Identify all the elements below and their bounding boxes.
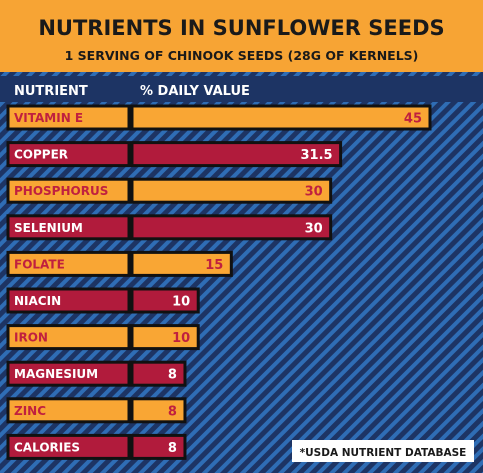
value-label-niacin: 10 xyxy=(172,295,190,310)
bar-selenium xyxy=(130,214,333,241)
value-label-magnesium: 8 xyxy=(168,368,177,383)
category-tag-copper xyxy=(6,141,131,168)
source-note-box xyxy=(292,440,474,462)
category-label-iron: IRON xyxy=(14,331,48,345)
bars-layer: VITAMIN E 45 COPPER 31.5 PHOSPHORUS 30 SELENIU… xyxy=(6,104,432,460)
column-header-band xyxy=(0,76,483,102)
bar-magnesium xyxy=(130,360,187,387)
value-label-selenium: 30 xyxy=(305,221,323,236)
category-label-zinc: ZINC xyxy=(14,404,46,418)
category-tag-niacin xyxy=(6,287,131,314)
column-header-nutrient: NUTRIENT xyxy=(14,84,88,99)
bar-folate xyxy=(130,250,233,277)
bar-copper xyxy=(130,141,343,168)
value-label-copper: 31.5 xyxy=(301,148,333,163)
bar-calories xyxy=(130,433,187,460)
category-label-folate: FOLATE xyxy=(14,257,65,271)
category-tag-vitamin-e xyxy=(6,104,131,131)
category-tag-iron xyxy=(6,324,131,351)
category-label-selenium: SELENIUM xyxy=(14,221,83,235)
bar-vitamin-e xyxy=(130,104,432,131)
column-header-daily-value: % DAILY VALUE xyxy=(140,84,250,99)
category-tag-magnesium xyxy=(6,360,131,387)
header-band xyxy=(0,0,483,72)
bar-niacin xyxy=(130,287,200,314)
category-tag-calories xyxy=(6,433,131,460)
category-label-copper: COPPER xyxy=(14,148,68,162)
category-label-vitamin-e: VITAMIN E xyxy=(14,111,83,125)
category-tag-zinc xyxy=(6,397,131,424)
value-label-vitamin-e: 45 xyxy=(404,112,422,127)
bar-zinc xyxy=(130,397,187,424)
category-tag-phosphorus xyxy=(6,177,131,204)
category-label-magnesium: MAGNESIUM xyxy=(14,367,98,381)
value-label-zinc: 8 xyxy=(168,404,177,419)
chart-subtitle: 1 SERVING OF CHINOOK SEEDS (28G OF KERNE… xyxy=(65,48,419,63)
category-label-niacin: NIACIN xyxy=(14,294,61,308)
category-tag-folate xyxy=(6,250,131,277)
value-label-iron: 10 xyxy=(172,331,190,346)
bar-iron xyxy=(130,324,200,351)
category-label-phosphorus: PHOSPHORUS xyxy=(14,184,108,198)
category-tag-selenium xyxy=(6,214,131,241)
source-note: *USDA NUTRIENT DATABASE xyxy=(300,447,467,459)
value-label-phosphorus: 30 xyxy=(305,185,323,200)
category-label-calories: CALORIES xyxy=(14,440,80,454)
bar-phosphorus xyxy=(130,177,333,204)
chart-title: NUTRIENTS IN SUNFLOWER SEEDS xyxy=(38,16,444,40)
value-label-calories: 8 xyxy=(168,441,177,456)
value-label-folate: 15 xyxy=(205,258,223,273)
